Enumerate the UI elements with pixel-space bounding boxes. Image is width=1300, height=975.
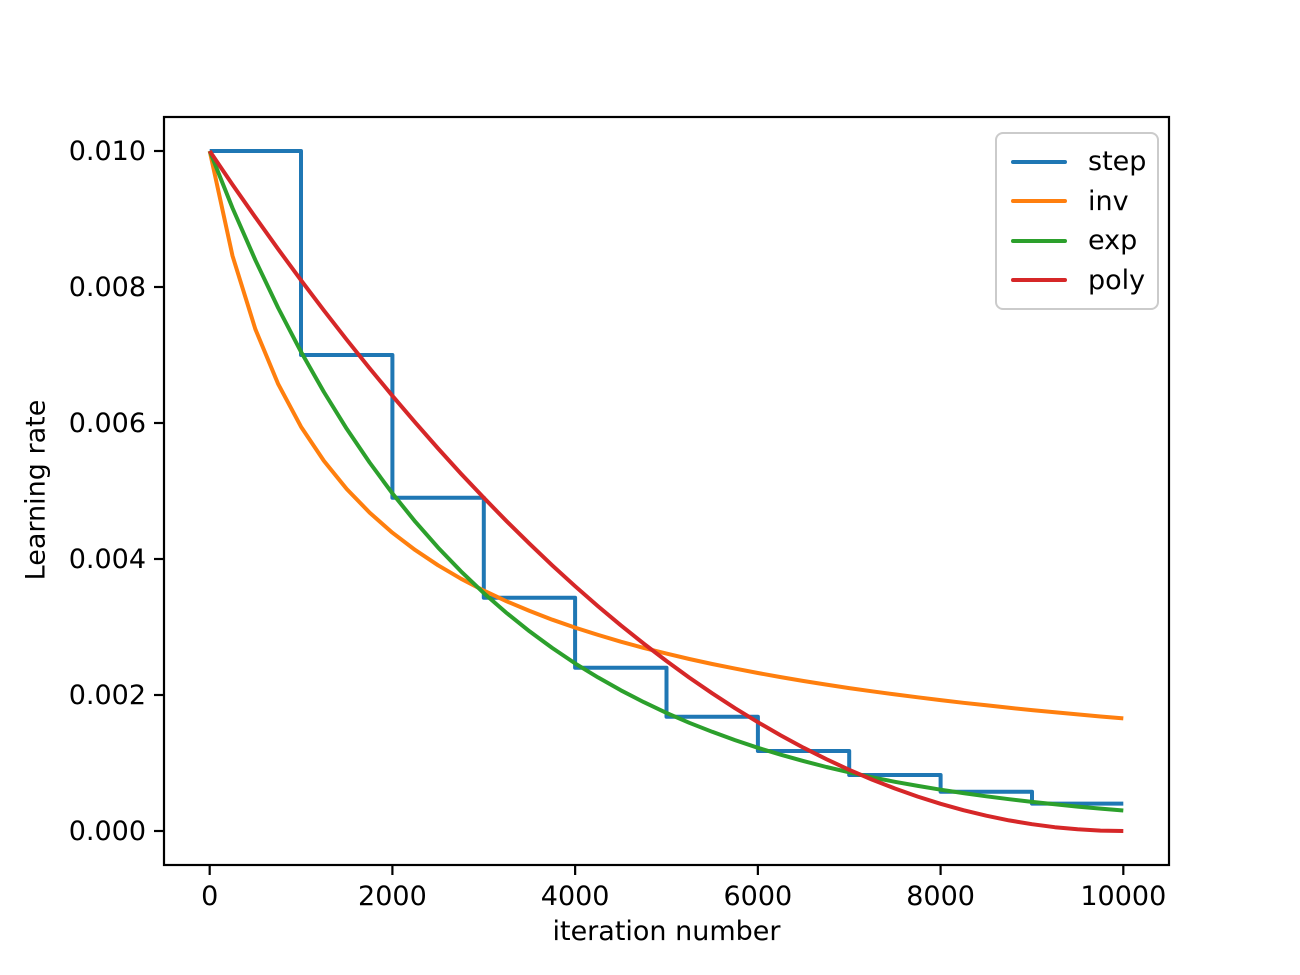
legend-label-inv: inv	[1088, 185, 1129, 217]
y-tick-label: 0.000	[69, 816, 146, 847]
series-line-poly	[208, 149, 1124, 833]
series-line-exp	[207, 150, 1124, 813]
legend-line-exp-icon	[1011, 238, 1067, 243]
series-line-inv	[207, 150, 1124, 721]
x-tick-label: 2000	[358, 881, 427, 912]
y-tick-label: 0.010	[69, 136, 146, 167]
legend-line-inv-icon	[1011, 199, 1067, 204]
x-tick-label: 10000	[1080, 881, 1166, 912]
legend-item-step: step	[1011, 146, 1147, 178]
y-tick-label: 0.008	[69, 272, 146, 303]
legend-label-poly: poly	[1088, 264, 1146, 296]
y-tick-label: 0.002	[69, 680, 146, 711]
legend-item-poly: poly	[1011, 264, 1146, 296]
legend-item-exp: exp	[1011, 227, 1143, 254]
y-tick-label: 0.006	[69, 408, 146, 439]
legend-item-inv: inv	[1011, 188, 1143, 215]
y-tick-label: 0.004	[69, 544, 146, 575]
x-tick-label: 6000	[724, 881, 793, 912]
x-axis-label: iteration number	[552, 916, 781, 947]
legend-line-poly-icon	[1011, 278, 1067, 283]
x-tick-label: 0	[201, 881, 218, 912]
legend-label-step: step	[1088, 146, 1147, 178]
legend: step inv exp poly	[995, 132, 1159, 310]
y-axis-label: Learning rate	[20, 399, 52, 581]
x-tick-label: 4000	[541, 881, 610, 912]
legend-line-step-icon	[1011, 159, 1067, 164]
legend-label-exp: exp	[1088, 225, 1138, 257]
axes-spines	[162, 115, 1171, 867]
x-tick-label: 8000	[906, 881, 975, 912]
